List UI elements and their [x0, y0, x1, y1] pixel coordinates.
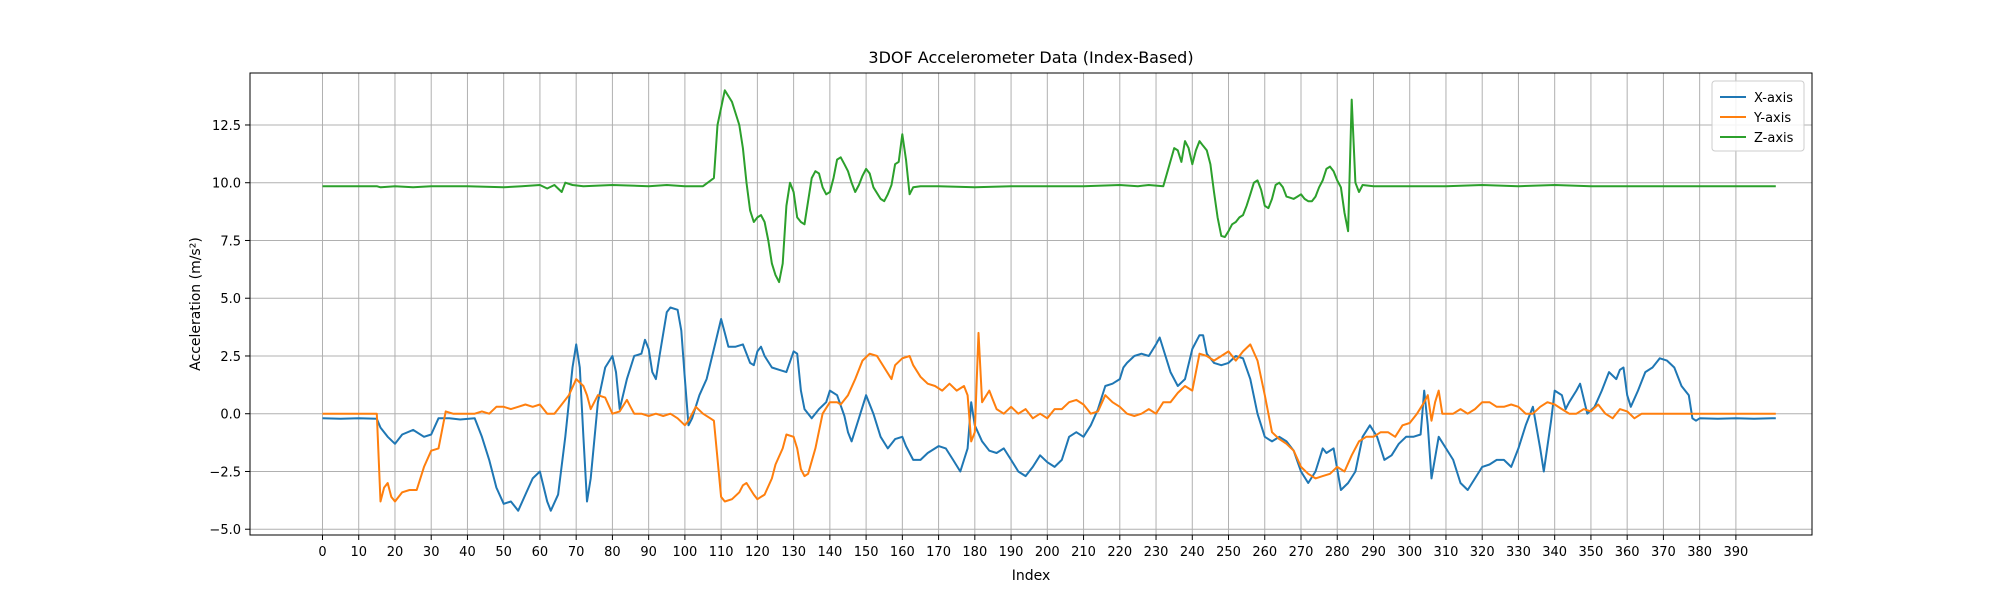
x-tick-label: 180 — [962, 545, 987, 560]
y-tick-label: 7.5 — [220, 234, 241, 249]
y-tick-label: 5.0 — [220, 292, 241, 307]
legend-label-y-axis: Y-axis — [1753, 111, 1791, 126]
y-axis-ticks: −5.0 −2.5 0.0 2.5 5.0 7.5 10.0 12.5 — [209, 119, 250, 538]
x-tick-label: 90 — [640, 545, 657, 560]
x-tick-label: 130 — [781, 545, 806, 560]
x-tick-label: 0 — [318, 545, 326, 560]
legend-label-x-axis: X-axis — [1754, 91, 1793, 106]
x-tick-label: 70 — [568, 545, 585, 560]
x-tick-label: 160 — [890, 545, 915, 560]
x-tick-label: 230 — [1144, 545, 1169, 560]
x-tick-label: 290 — [1361, 545, 1386, 560]
x-tick-label: 30 — [423, 545, 440, 560]
series-line-x-axis — [322, 306, 1776, 512]
series-line-y-axis — [322, 331, 1776, 503]
x-tick-label: 190 — [999, 545, 1024, 560]
y-tick-label: −5.0 — [209, 523, 241, 538]
x-tick-label: 370 — [1651, 545, 1676, 560]
x-tick-label: 380 — [1687, 545, 1712, 560]
x-tick-label: 260 — [1252, 545, 1277, 560]
x-tick-label: 40 — [459, 545, 476, 560]
y-tick-label: −2.5 — [209, 465, 241, 480]
x-tick-label: 150 — [854, 545, 879, 560]
y-tick-label: 12.5 — [212, 119, 241, 134]
x-tick-label: 250 — [1216, 545, 1241, 560]
x-tick-label: 350 — [1579, 545, 1604, 560]
chart-title: 3DOF Accelerometer Data (Index-Based) — [868, 48, 1193, 67]
x-tick-label: 50 — [495, 545, 512, 560]
x-tick-label: 270 — [1289, 545, 1314, 560]
x-tick-label: 80 — [604, 545, 621, 560]
grid-lines — [250, 73, 1812, 535]
legend-label-z-axis: Z-axis — [1754, 131, 1794, 146]
x-axis-label: Index — [1012, 568, 1051, 584]
x-tick-label: 280 — [1325, 545, 1350, 560]
x-tick-label: 240 — [1180, 545, 1205, 560]
y-tick-label: 10.0 — [212, 177, 241, 192]
x-tick-label: 310 — [1434, 545, 1459, 560]
plot-area-frame — [249, 72, 1813, 536]
legend: X-axis Y-axis Z-axis — [1711, 80, 1805, 152]
x-tick-label: 340 — [1542, 545, 1567, 560]
y-tick-label: 2.5 — [220, 350, 241, 365]
y-axis-label: Acceleration (m/s²) — [188, 237, 204, 371]
y-tick-label: 0.0 — [220, 408, 241, 423]
x-tick-label: 390 — [1723, 545, 1748, 560]
x-tick-label: 210 — [1071, 545, 1096, 560]
legend-box — [1711, 80, 1805, 152]
x-tick-label: 320 — [1470, 545, 1495, 560]
series-line-z-axis — [322, 89, 1776, 284]
x-tick-label: 60 — [532, 545, 549, 560]
x-tick-label: 360 — [1615, 545, 1640, 560]
x-axis-ticks: 0 10 20 30 40 50 60 70 80 90 100 110 120 130 140 150 160… — [318, 535, 1748, 560]
x-tick-label: 120 — [745, 545, 770, 560]
x-tick-label: 10 — [350, 545, 367, 560]
x-tick-label: 170 — [926, 545, 951, 560]
x-tick-label: 110 — [709, 545, 734, 560]
x-tick-label: 100 — [672, 545, 697, 560]
x-tick-label: 330 — [1506, 545, 1531, 560]
x-tick-label: 200 — [1035, 545, 1060, 560]
x-tick-label: 140 — [817, 545, 842, 560]
series-lines — [322, 89, 1776, 512]
x-tick-label: 20 — [387, 545, 404, 560]
x-tick-label: 220 — [1107, 545, 1132, 560]
x-tick-label: 300 — [1397, 545, 1422, 560]
